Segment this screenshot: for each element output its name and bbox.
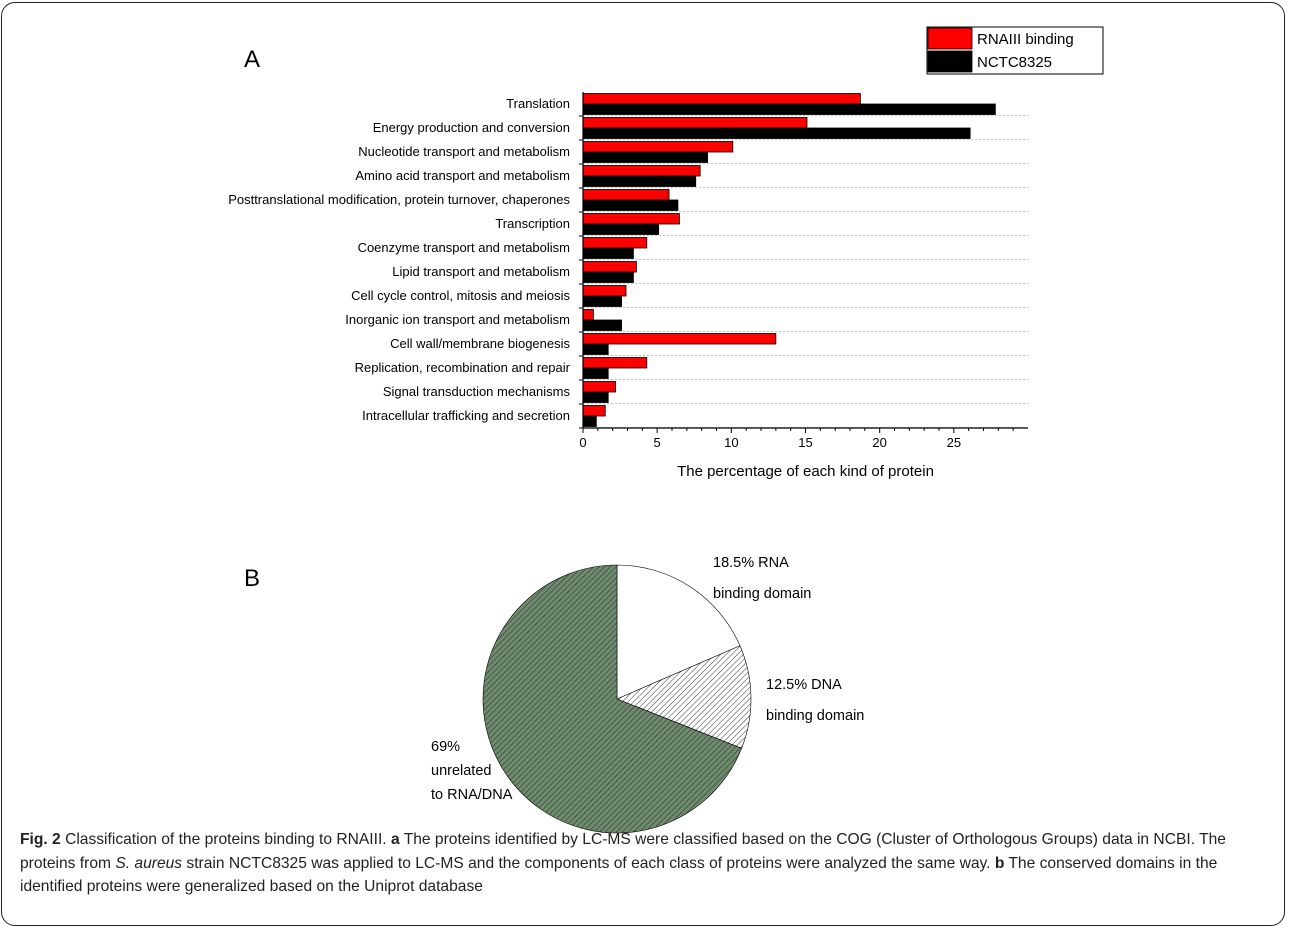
panel-b-letter: B — [244, 565, 261, 592]
pie-label-unrelated: 69% unrelated to RNA/DNA — [431, 739, 513, 803]
x-tick-label: 5 — [654, 435, 661, 450]
x-axis-title: The percentage of each kind of protein — [677, 463, 934, 480]
caption-text-4: The conserved domains in the identified … — [20, 854, 1218, 896]
legend-swatch — [927, 50, 973, 73]
bar-chart: Translation Energy production and convers… — [228, 26, 1104, 480]
caption-fig-label: Fig. 2 — [20, 831, 61, 848]
legend-label: RNAIII binding — [977, 31, 1074, 48]
caption-b-label: b — [994, 854, 1005, 872]
pie-slice-dna — [616, 645, 752, 749]
legend-label: NCTC8325 — [977, 54, 1052, 71]
category-label: Inorganic ion transport and metabolism — [345, 312, 570, 327]
caption-text-3: strain NCTC8325 was applied to LC-MS and… — [182, 854, 995, 872]
pie-label-rna: 18.5% RNA binding domain — [713, 555, 812, 602]
caption-a-label: a — [390, 831, 400, 848]
caption-species: S. aureus — [115, 854, 183, 872]
pie-slice-unrelated — [482, 564, 742, 834]
panel-a-letter: A — [244, 46, 261, 73]
x-tick-label: 20 — [872, 435, 886, 450]
figure-caption: Fig. 2 Classification of the proteins bi… — [20, 828, 1270, 899]
category-label: Transcription — [495, 216, 570, 231]
category-label: Amino acid transport and metabolism — [355, 168, 570, 183]
category-label: Signal transduction mechanisms — [383, 384, 571, 399]
legend-swatch — [927, 27, 973, 50]
pie-label-dna: 12.5% DNA binding domain — [766, 677, 865, 724]
category-label: Nucleotide transport and metabolism — [358, 144, 570, 159]
x-tick-label: 25 — [947, 435, 961, 450]
caption-text-1: Classification of the proteins binding t… — [60, 831, 391, 848]
category-label: Energy production and conversion — [373, 120, 570, 135]
category-label: Translation — [506, 96, 570, 111]
category-label: Cell wall/membrane biogenesis — [390, 336, 570, 351]
legend: RNAIII binding NCTC8325 — [926, 26, 1104, 75]
pie-slice-rna — [616, 564, 741, 700]
x-tick-label: 15 — [798, 435, 812, 450]
caption-text-2: The proteins identified by LC-MS were cl… — [20, 831, 1226, 872]
category-label: Posttranslational modification, protein … — [228, 192, 570, 207]
x-tick-label: 10 — [724, 435, 738, 450]
category-label: Cell cycle control, mitosis and meiosis — [351, 288, 570, 303]
category-label: Replication, recombination and repair — [355, 360, 571, 375]
category-label: Intracellular trafficking and secretion — [362, 408, 570, 423]
category-label: Lipid transport and metabolism — [392, 264, 570, 279]
category-label: Coenzyme transport and metabolism — [358, 240, 570, 255]
x-tick-label: 0 — [579, 435, 586, 450]
